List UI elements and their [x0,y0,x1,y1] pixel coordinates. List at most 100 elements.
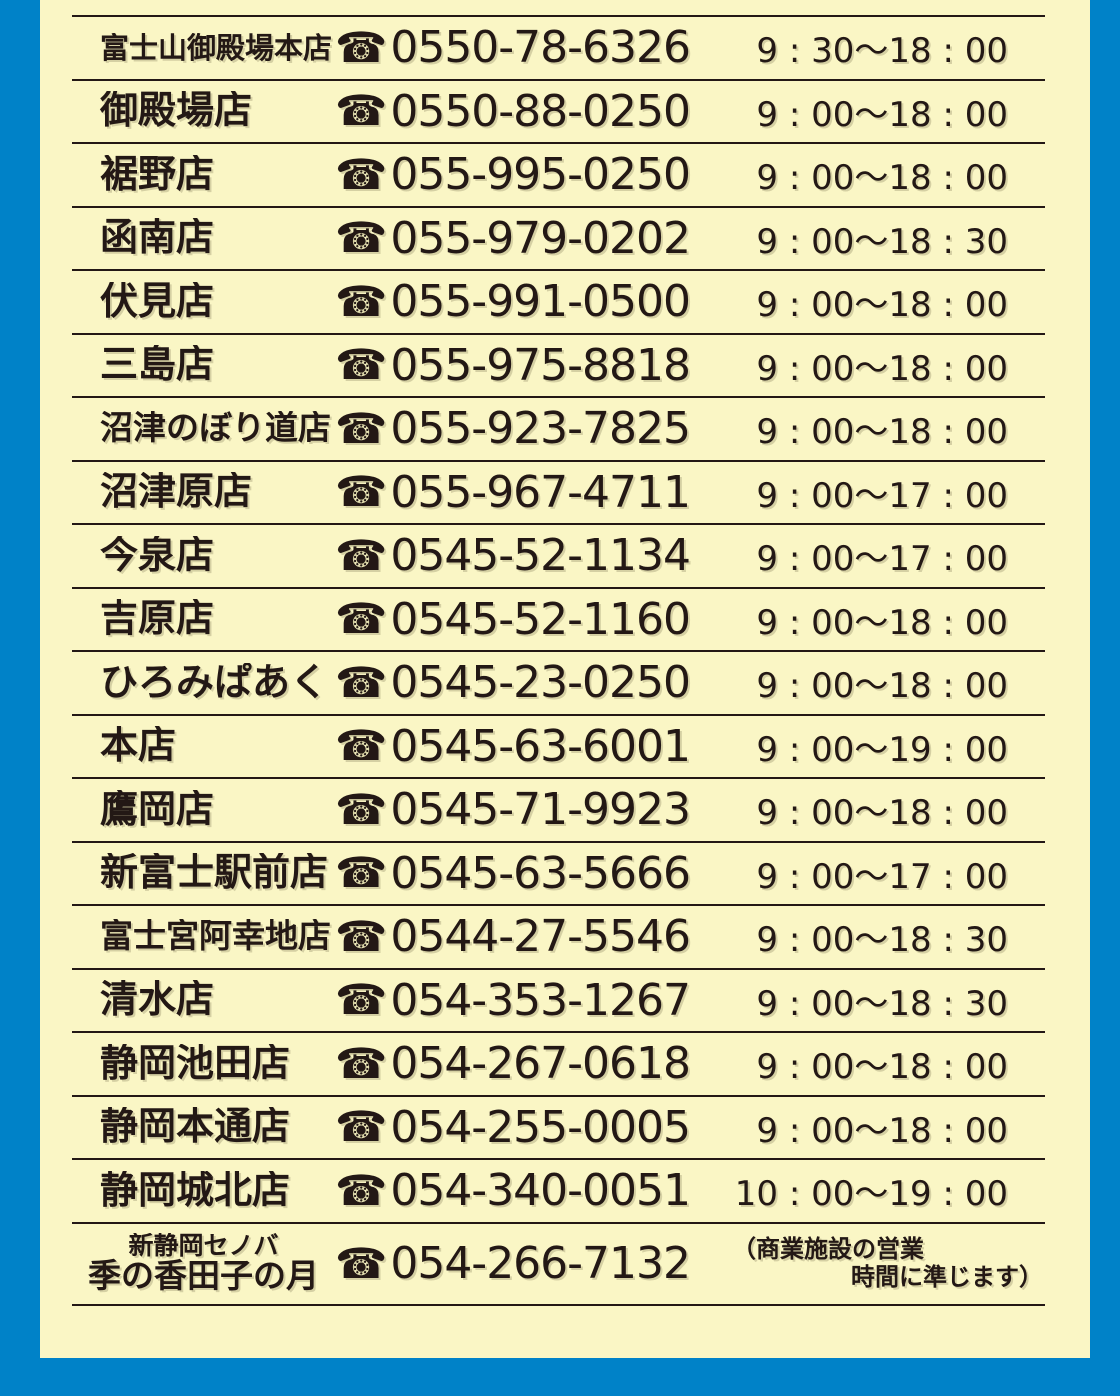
phone-icon: ☎ [335,213,388,263]
store-name: 新富士駅前店 [72,853,335,893]
store-name-main: 沼津原店 [100,472,253,513]
store-row: 鷹岡店 ☎ 0545-71-9923 9 : 00〜18 : 00 [72,777,1045,841]
store-row: 御殿場店 ☎ 0550-88-0250 9 : 00〜18 : 00 [72,78,1045,143]
phone-icon: ☎ [335,1238,388,1288]
phone-number: 0545-63-6001 [390,720,691,772]
phone-icon: ☎ [335,86,388,136]
store-row: 伏見店 ☎ 055-991-0500 9 : 00〜18 : 00 [72,269,1045,333]
store-name: 清水店 [72,980,335,1020]
store-phone: ☎ 054-255-0005 [335,1101,691,1153]
phone-number: 0550-78-6326 [390,22,691,74]
store-list-panel: 富士山御殿場本店 ☎ 0550-78-6326 9 : 30〜18 : 00 御… [40,0,1090,1358]
phone-number: 0545-23-0250 [390,657,691,709]
phone-icon: ☎ [335,975,388,1025]
store-name-main: 鷹岡店 [100,789,215,830]
store-row: 本店 ☎ 0545-63-6001 9 : 00〜19 : 00 [72,713,1045,778]
store-name-main: 伏見店 [100,281,215,322]
phone-icon: ☎ [335,276,388,326]
store-phone: ☎ 0545-52-1160 [335,594,691,645]
store-name: 静岡城北店 [72,1171,335,1211]
store-name: 静岡池田店 [72,1044,335,1084]
store-name-main: 新富士駅前店 [100,853,329,894]
phone-number: 055-979-0202 [390,212,691,264]
phone-icon: ☎ [335,403,388,453]
store-hours: 9 : 00〜19 : 00 [756,729,1008,770]
store-row: 富士宮阿幸地店 ☎ 0544-27-5546 9 : 00〜18 : 30 [72,904,1045,968]
phone-number: 055-991-0500 [390,276,691,328]
phone-icon: ☎ [335,1102,388,1152]
store-phone: ☎ 0545-63-5666 [335,848,691,899]
store-row: 静岡本通店 ☎ 054-255-0005 9 : 00〜18 : 00 [72,1094,1045,1159]
phone-icon: ☎ [335,657,388,707]
store-phone: ☎ 055-991-0500 [335,276,691,328]
phone-icon: ☎ [335,1038,388,1088]
phone-number: 054-267-0618 [390,1038,691,1090]
phone-number: 0550-88-0250 [390,85,691,137]
store-row: 静岡池田店 ☎ 054-267-0618 9 : 00〜18 : 00 [72,1031,1045,1095]
store-hours: 9 : 00〜18 : 00 [756,666,1008,707]
store-name-main: 今泉店 [100,535,215,576]
phone-number: 054-255-0005 [390,1101,691,1153]
store-row: 新静岡セノバ 季の香田子の月 ☎ 054-266-7132 （商業施設の営業 時… [72,1221,1045,1306]
phone-icon: ☎ [335,22,388,72]
store-row: 沼津原店 ☎ 055-967-4711 9 : 00〜17 : 00 [72,459,1045,524]
store-name: 静岡本通店 [72,1107,335,1147]
store-hours: 9 : 00〜18 : 30 [756,221,1008,262]
store-hours: 10 : 00〜19 : 00 [734,1174,1008,1215]
store-name-main: ひろみぱあく [100,662,329,703]
store-phone: ☎ 054-266-7132 [335,1238,691,1289]
phone-number: 055-923-7825 [390,403,691,455]
store-phone: ☎ 055-923-7825 [335,403,691,455]
store-name-main: 清水店 [100,980,215,1021]
store-phone: ☎ 0545-71-9923 [335,784,691,835]
store-name-main: 富士宮阿幸地店 [100,919,331,955]
phone-icon: ☎ [335,594,388,644]
store-hours: 9 : 00〜18 : 30 [756,983,1008,1024]
phone-icon: ☎ [335,1165,388,1215]
store-name: 今泉店 [72,536,335,576]
store-hours: 9 : 00〜18 : 00 [756,94,1008,135]
store-phone: ☎ 0545-63-6001 [335,720,691,772]
store-row: 清水店 ☎ 054-353-1267 9 : 00〜18 : 30 [72,967,1045,1032]
store-hours: 9 : 00〜18 : 00 [756,1047,1008,1088]
store-phone: ☎ 0544-27-5546 [335,911,691,963]
phone-icon: ☎ [335,530,388,580]
phone-icon: ☎ [335,149,388,199]
phone-number: 055-975-8818 [390,339,691,391]
store-row: 新富士駅前店 ☎ 0545-63-5666 9 : 00〜17 : 00 [72,840,1045,905]
store-row: 今泉店 ☎ 0545-52-1134 9 : 00〜17 : 00 [72,523,1045,587]
store-hours: 9 : 00〜17 : 00 [756,475,1008,516]
phone-number: 054-266-7132 [390,1238,691,1289]
store-name: 富士山御殿場本店 [72,33,335,63]
store-name-main: 本店 [100,726,177,767]
store-name-main: 御殿場店 [100,91,253,132]
store-hours: 9 : 00〜18 : 00 [756,412,1008,453]
store-hours: 9 : 00〜18 : 30 [756,920,1008,961]
store-name: ひろみぱあく [72,663,335,703]
store-name-main: 函南店 [100,218,215,259]
store-row: 静岡城北店 ☎ 054-340-0051 10 : 00〜19 : 00 [72,1158,1045,1222]
store-name: 沼津原店 [72,472,335,512]
phone-number: 055-967-4711 [390,466,691,518]
store-phone: ☎ 055-975-8818 [335,339,691,391]
store-name-main: 三島店 [100,345,215,386]
store-phone: ☎ 055-967-4711 [335,466,691,518]
store-name: 吉原店 [72,599,335,639]
store-row: 三島店 ☎ 055-975-8818 9 : 00〜18 : 00 [72,332,1045,397]
phone-number: 0545-52-1134 [390,530,691,582]
store-name: 三島店 [72,345,335,385]
phone-number: 054-353-1267 [390,974,691,1026]
phone-number: 0544-27-5546 [390,911,691,963]
phone-icon: ☎ [335,848,388,898]
store-phone: ☎ 055-979-0202 [335,212,691,264]
store-name-main: 静岡本通店 [100,1107,291,1148]
store-phone: ☎ 0545-52-1134 [335,530,691,582]
store-row: ひろみぱあく ☎ 0545-23-0250 9 : 00〜18 : 00 [72,650,1045,714]
store-name: 沼津のぼり道店 [72,411,335,446]
store-name: 富士宮阿幸地店 [72,919,335,954]
store-phone: ☎ 0550-78-6326 [335,22,691,74]
store-row: 富士山御殿場本店 ☎ 0550-78-6326 9 : 30〜18 : 00 [72,15,1045,79]
phone-icon: ☎ [335,721,388,771]
store-name: 本店 [72,726,335,766]
